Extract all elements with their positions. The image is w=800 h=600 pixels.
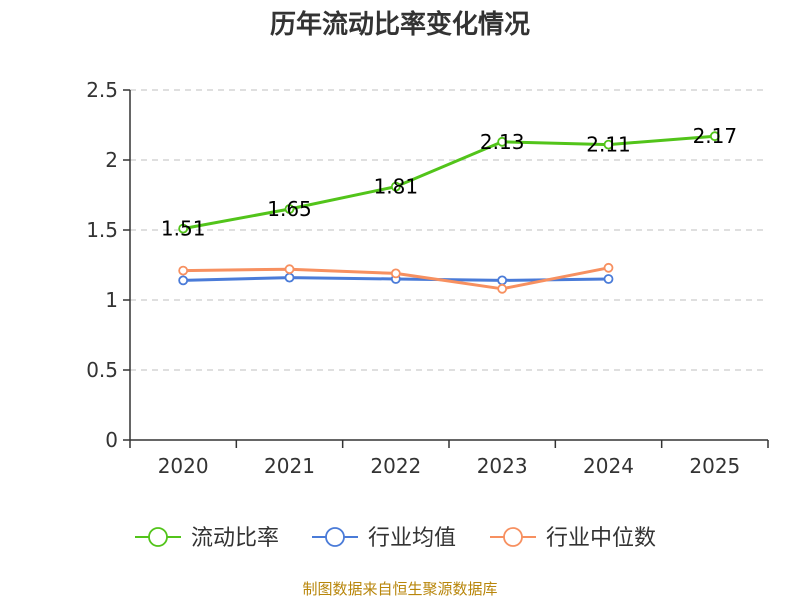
data-point (390, 268, 401, 279)
legend-marker (325, 527, 345, 547)
data-point (603, 274, 614, 284)
x-tick-label: 2022 (370, 454, 421, 478)
data-label-layer: 1.51 1.65 1.81 2.13 2.11 2.17 (161, 124, 737, 240)
data-label: 1.51 (161, 217, 206, 241)
data-point (178, 223, 189, 234)
source-note: 制图数据来自恒生聚源数据库 (302, 580, 497, 598)
x-tick-label: 2023 (477, 454, 528, 478)
data-point (390, 181, 401, 192)
legend-label: 行业中位数 (546, 526, 656, 551)
legend-marker (148, 527, 168, 547)
legend-label: 流动比率 (191, 526, 279, 551)
series-line-0 (181, 134, 717, 231)
y-tick-label: 1.5 (86, 218, 118, 242)
series-layer (178, 131, 720, 294)
data-label: 1.81 (374, 175, 419, 199)
data-label: 1.65 (267, 197, 312, 221)
legend-marker (503, 527, 523, 547)
legend-item[interactable]: 流动比率 (135, 526, 279, 551)
data-point (178, 265, 189, 276)
legend-label: 行业均值 (368, 526, 456, 551)
data-label: 2.17 (693, 124, 738, 148)
data-label: 2.13 (480, 130, 525, 154)
data-point (284, 204, 295, 214)
data-point (497, 283, 508, 294)
x-tick-label: 2020 (158, 454, 209, 478)
legend: 流动比率 行业均值 行业中位数 (135, 526, 656, 551)
data-point (497, 275, 508, 286)
legend-item[interactable]: 行业中位数 (490, 526, 656, 551)
x-tick-label: 2025 (689, 454, 740, 478)
x-tick-label: 2024 (583, 454, 634, 478)
data-point (709, 131, 720, 142)
y-tick-label: 2.5 (86, 78, 118, 102)
y-tick-label: 1 (105, 288, 118, 312)
grid-layer (130, 89, 768, 371)
data-point (497, 136, 508, 147)
x-tick-label: 2021 (264, 454, 315, 478)
chart-title: 历年流动比率变化情况 (270, 9, 530, 40)
y-tick-label: 2 (105, 148, 118, 172)
axis-layer: 0 0.5 1 1.5 2 2.5 2020 2021 2022 2023 2024 2025 (86, 78, 769, 478)
y-tick-label: 0.5 (86, 358, 118, 382)
data-point (284, 264, 295, 275)
data-label: 2.11 (586, 133, 631, 157)
y-tick-label: 0 (105, 428, 118, 452)
data-point (284, 272, 295, 283)
data-point (603, 139, 614, 150)
data-point (603, 262, 614, 273)
legend-item[interactable]: 行业均值 (312, 526, 456, 551)
data-point (178, 275, 189, 286)
